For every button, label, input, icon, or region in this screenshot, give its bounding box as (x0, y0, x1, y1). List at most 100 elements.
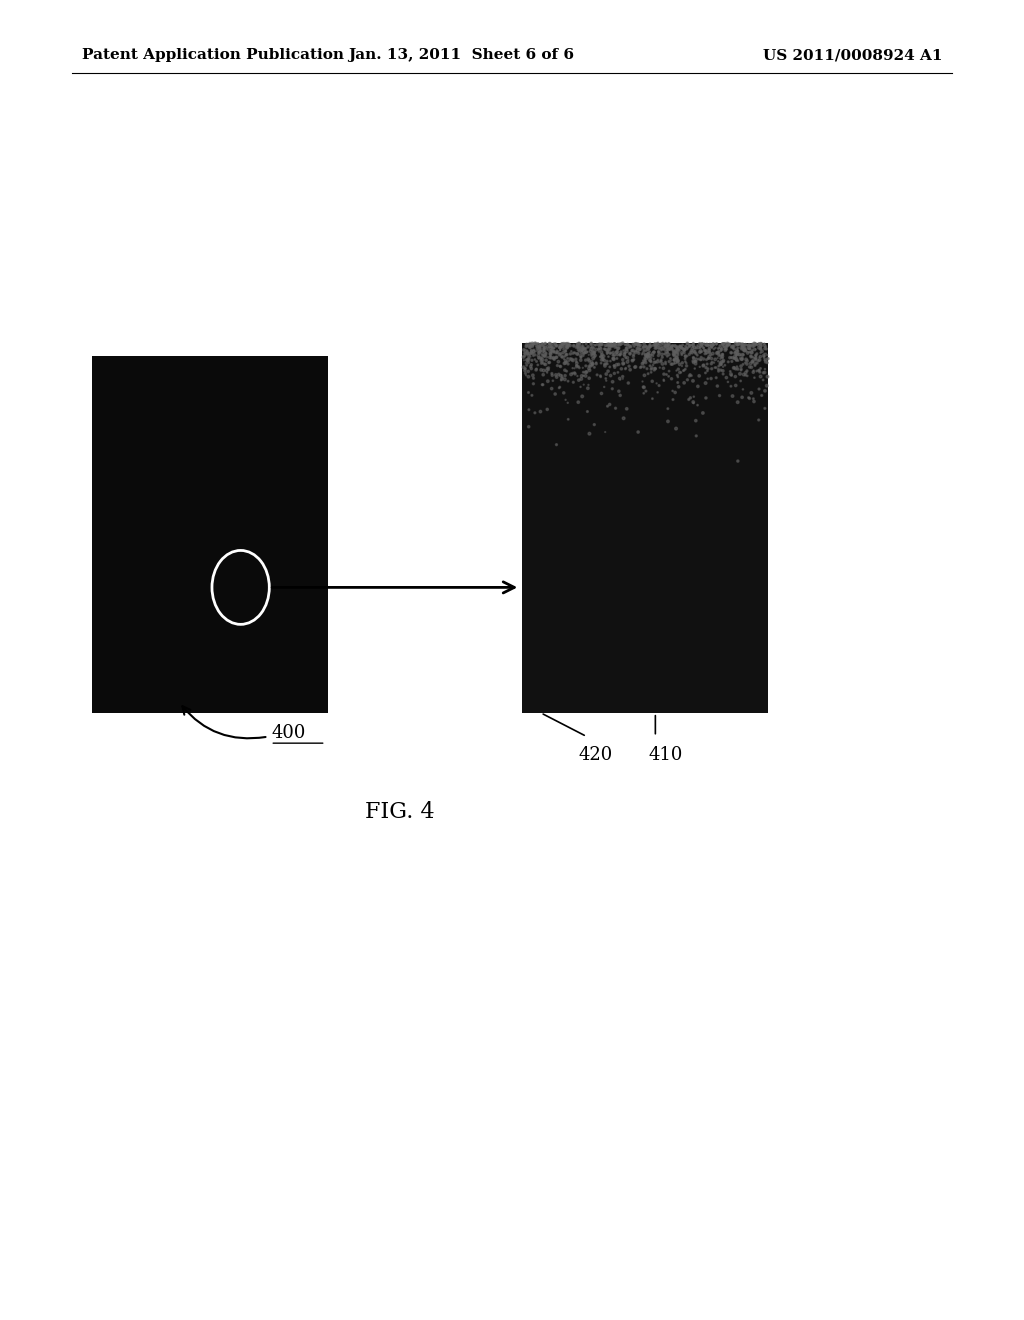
Point (543, 335, 559, 356)
Point (715, 333, 731, 354)
Point (696, 339, 713, 360)
Point (580, 337, 596, 358)
Point (727, 346, 743, 367)
Point (636, 364, 652, 385)
Point (701, 346, 718, 367)
Point (705, 334, 721, 355)
Point (723, 364, 739, 385)
Point (584, 355, 600, 376)
Text: US 2011/0008924 A1: US 2011/0008924 A1 (763, 49, 942, 62)
Point (545, 341, 561, 362)
Point (757, 350, 773, 371)
Point (628, 356, 644, 378)
Point (724, 335, 740, 356)
Point (653, 350, 670, 371)
Point (538, 354, 554, 375)
Point (606, 345, 623, 366)
Point (703, 348, 720, 370)
Point (701, 342, 718, 363)
Point (650, 341, 667, 362)
Point (717, 355, 733, 376)
Point (660, 360, 677, 381)
Point (639, 358, 655, 379)
Point (693, 347, 710, 368)
Point (519, 342, 536, 363)
Point (552, 366, 568, 387)
Point (568, 356, 585, 378)
Point (698, 348, 715, 370)
Point (697, 372, 714, 393)
Point (734, 348, 751, 370)
Point (616, 334, 633, 355)
Point (657, 335, 674, 356)
Point (548, 434, 564, 455)
Point (606, 334, 623, 355)
Point (517, 360, 534, 381)
Point (554, 368, 570, 389)
Point (532, 350, 549, 371)
Point (599, 354, 615, 375)
Point (594, 346, 610, 367)
Point (720, 351, 736, 372)
Point (532, 334, 549, 355)
Point (581, 355, 597, 376)
Point (547, 333, 563, 354)
Point (733, 359, 750, 380)
Point (758, 338, 774, 359)
Point (606, 334, 623, 355)
Point (525, 341, 542, 362)
Point (548, 335, 564, 356)
Point (658, 341, 675, 362)
Point (626, 345, 642, 366)
Point (622, 335, 638, 356)
Point (559, 338, 575, 359)
Point (664, 337, 680, 358)
Point (575, 342, 592, 363)
Point (751, 409, 767, 430)
Point (599, 343, 615, 364)
Point (558, 360, 574, 381)
Point (517, 346, 534, 367)
Point (538, 345, 554, 366)
Point (540, 339, 556, 360)
Point (688, 348, 705, 370)
Point (528, 358, 545, 379)
Point (594, 345, 610, 366)
Point (530, 348, 547, 370)
Point (728, 348, 744, 370)
Point (629, 341, 645, 362)
Point (756, 345, 772, 366)
Point (703, 358, 720, 379)
Point (570, 339, 587, 360)
Point (655, 358, 672, 379)
Point (728, 350, 744, 371)
Point (555, 342, 571, 363)
Point (740, 335, 757, 356)
Point (668, 352, 684, 374)
Point (699, 334, 716, 355)
Point (581, 350, 597, 371)
Point (523, 342, 540, 363)
Point (657, 343, 674, 364)
Point (659, 335, 676, 356)
Point (609, 339, 626, 360)
Point (757, 346, 773, 367)
Point (669, 364, 685, 385)
Point (665, 338, 681, 359)
Point (685, 341, 701, 362)
Point (608, 342, 625, 363)
Point (666, 350, 682, 371)
Point (654, 354, 671, 375)
Point (575, 338, 592, 359)
Point (670, 351, 686, 372)
Point (551, 335, 567, 356)
Point (581, 345, 597, 366)
Point (742, 335, 759, 356)
Point (721, 334, 737, 355)
Point (548, 342, 564, 363)
Point (586, 334, 602, 355)
Point (629, 338, 645, 359)
Point (713, 352, 729, 374)
Point (674, 338, 690, 359)
Point (545, 370, 561, 391)
